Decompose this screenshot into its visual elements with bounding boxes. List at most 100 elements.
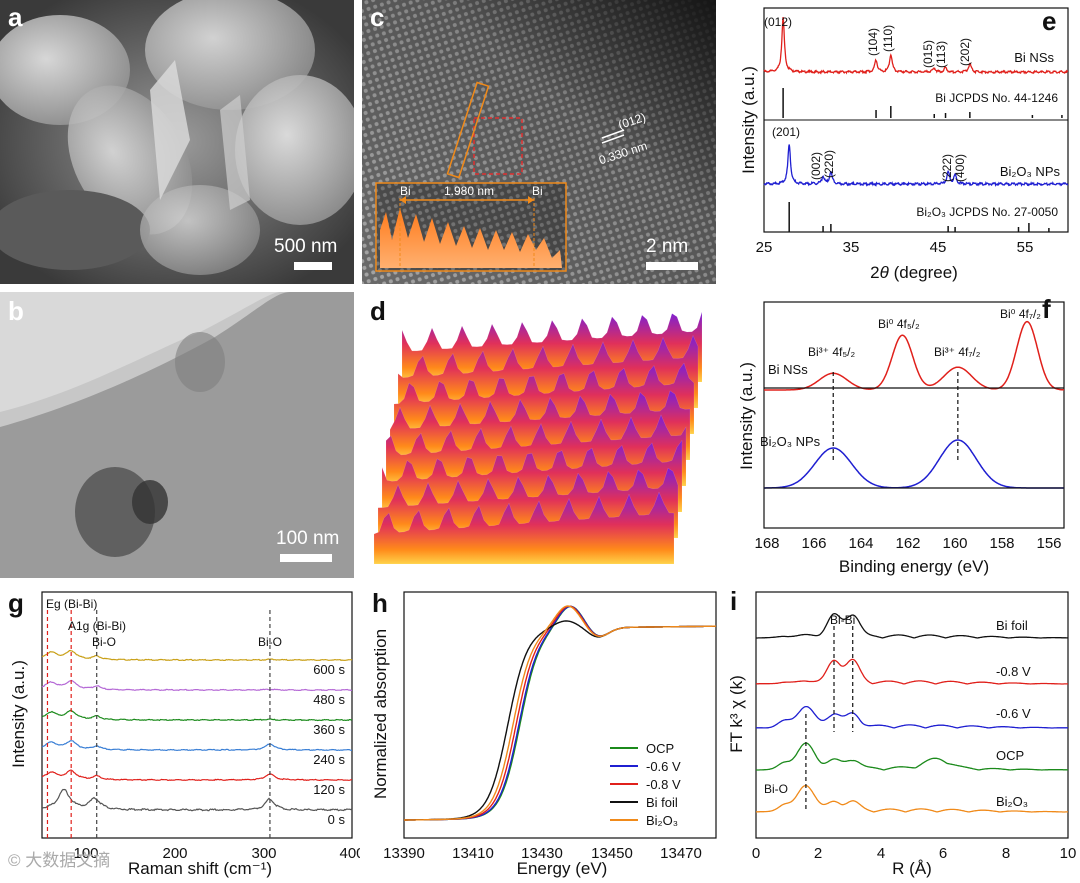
peak-label: Bi³⁺ 4f₇/₂ bbox=[934, 345, 981, 359]
x-tick: 168 bbox=[754, 535, 779, 552]
peak-label: (104) bbox=[866, 28, 880, 56]
x-tick: 164 bbox=[848, 535, 873, 552]
panel-c-hrtem-image: c (012) 0.330 nm 1.980 nm Bi Bi 2 nm bbox=[362, 0, 716, 284]
legend-label: Bi₂O₃ bbox=[646, 813, 678, 828]
peak-annotation: Bi-O bbox=[92, 635, 116, 649]
x-tick: 2 bbox=[814, 845, 822, 862]
peak-label: (002) bbox=[809, 152, 823, 180]
sem-micrograph bbox=[0, 0, 354, 284]
y-axis-label: Intensity (a.u.) bbox=[9, 660, 28, 768]
peak-annotation: Eg (Bi-Bi) bbox=[46, 597, 97, 611]
x-axis-label: Energy (eV) bbox=[517, 859, 608, 878]
series-line bbox=[41, 769, 352, 782]
plot-frame bbox=[763, 301, 1065, 529]
series-label: 240 s bbox=[313, 752, 345, 767]
x-tick: 45 bbox=[930, 239, 947, 256]
x-tick: 13470 bbox=[660, 845, 702, 862]
x-tick: 160 bbox=[942, 535, 967, 552]
raman-chart: 100 200 300 400 Raman shift (cm⁻¹) Inten… bbox=[9, 591, 365, 878]
plot-frame bbox=[403, 591, 717, 839]
peak-label: Bi³⁺ 4f₅/₂ bbox=[808, 345, 856, 359]
peak-annotation: Bi-Bi bbox=[830, 613, 855, 627]
series-line bbox=[41, 709, 353, 722]
series-label: Bi foil bbox=[996, 618, 1028, 633]
panel-label: i bbox=[730, 586, 738, 616]
plot-frame bbox=[41, 591, 353, 839]
x-tick: 6 bbox=[939, 845, 947, 862]
surface-ridge bbox=[373, 491, 675, 565]
series-line bbox=[756, 742, 1068, 771]
legend-label: Bi foil bbox=[646, 795, 678, 810]
x-tick: 35 bbox=[843, 239, 860, 256]
series-line-bi-nss bbox=[764, 320, 1065, 391]
series-line bbox=[756, 658, 1068, 685]
peak-label: (110) bbox=[881, 25, 895, 52]
peak-annotation: Bi-O bbox=[258, 635, 282, 649]
panel-e-xrd-chart: 25 35 45 55 2θ (degree) Intensity (a.u.)… bbox=[724, 0, 1080, 292]
panel-h-xanes-chart: 13390 13410 13430 13450 13470 Energy (eV… bbox=[362, 584, 722, 878]
xps-chart: 168 166 164 162 160 158 156 Binding ener… bbox=[737, 301, 1065, 576]
panel-label: b bbox=[8, 296, 24, 326]
tem-micrograph bbox=[0, 292, 354, 578]
peak-label: (202) bbox=[958, 38, 972, 66]
scale-bar bbox=[646, 262, 698, 270]
x-tick: 25 bbox=[756, 239, 773, 256]
series-line bbox=[756, 705, 1068, 729]
y-axis-label: Normalized absorption bbox=[371, 629, 390, 799]
series-label: OCP bbox=[996, 748, 1024, 763]
panel-label: a bbox=[8, 2, 23, 32]
reference-label-bi: Bi JCPDS No. 44-1246 bbox=[935, 91, 1058, 105]
exafs-chart: 0 2 4 6 8 10 R (Å) FT k³ χ (k) Bi-Bi Bi-… bbox=[727, 591, 1076, 878]
panel-f-xps-chart: 168 166 164 162 160 158 156 Binding ener… bbox=[724, 292, 1080, 582]
x-tick: 166 bbox=[801, 535, 826, 552]
series-line bbox=[404, 605, 716, 821]
x-tick: 162 bbox=[895, 535, 920, 552]
x-axis-label: Raman shift (cm⁻¹) bbox=[128, 859, 272, 878]
atom-label-right: Bi bbox=[532, 184, 543, 198]
panel-a-sem-image: a 500 nm bbox=[0, 0, 354, 284]
peak-label: Bi⁰ 4f₇/₂ bbox=[1000, 307, 1041, 321]
x-tick: 158 bbox=[989, 535, 1014, 552]
x-tick: 4 bbox=[877, 845, 885, 862]
series-label: -0.8 V bbox=[996, 664, 1031, 679]
series-line bbox=[756, 784, 1068, 813]
series-label-bi2o3: Bi₂O₃ NPs bbox=[1000, 164, 1061, 179]
scale-bar bbox=[294, 262, 332, 270]
x-tick: 300 bbox=[251, 845, 276, 862]
x-axis-label: 2θ (degree) bbox=[870, 263, 958, 282]
panel-label: f bbox=[1042, 294, 1051, 324]
selection-box bbox=[473, 117, 523, 175]
panel-d-3d-surface: d bbox=[362, 292, 716, 578]
intensity-profile bbox=[380, 208, 562, 268]
panel-i-exafs-chart: 0 2 4 6 8 10 R (Å) FT k³ χ (k) Bi-Bi Bi-… bbox=[724, 584, 1080, 878]
hrtem-lattice bbox=[362, 0, 716, 284]
peak-annotation: A1g (Bi-Bi) bbox=[68, 619, 126, 633]
scale-bar-label: 2 nm bbox=[646, 236, 689, 257]
xanes-chart: 13390 13410 13430 13450 13470 Energy (eV… bbox=[371, 591, 717, 878]
peak-label: (222) bbox=[940, 154, 954, 182]
series-label: 600 s bbox=[313, 662, 345, 677]
x-tick: 400 bbox=[339, 845, 360, 862]
series-line bbox=[41, 649, 353, 662]
peak-label: (113) bbox=[934, 41, 948, 68]
legend-label: OCP bbox=[646, 741, 674, 756]
series-label: 360 s bbox=[313, 722, 345, 737]
series-label: 0 s bbox=[328, 812, 346, 827]
panel-b-tem-image: b 100 nm bbox=[0, 292, 354, 578]
y-axis-label: FT k³ χ (k) bbox=[727, 675, 746, 753]
series-line-bi-nss bbox=[763, 17, 1068, 75]
x-tick: 0 bbox=[752, 845, 760, 862]
series-label: Bi₂O₃ bbox=[996, 794, 1028, 809]
x-axis-label: R (Å) bbox=[892, 859, 932, 878]
distance-label: 1.980 nm bbox=[444, 184, 495, 198]
series-label: 120 s bbox=[313, 782, 345, 797]
panel-label: c bbox=[370, 2, 385, 32]
line-profile-box bbox=[446, 81, 490, 179]
y-axis-label: Intensity (a.u.) bbox=[737, 362, 756, 470]
x-tick: 200 bbox=[162, 845, 187, 862]
series-label-bi-nss: Bi NSs bbox=[768, 362, 808, 377]
series-line-bi2o3 bbox=[763, 144, 1069, 188]
x-tick: 13450 bbox=[591, 845, 633, 862]
x-tick: 13410 bbox=[452, 845, 494, 862]
series-label: 480 s bbox=[313, 692, 345, 707]
